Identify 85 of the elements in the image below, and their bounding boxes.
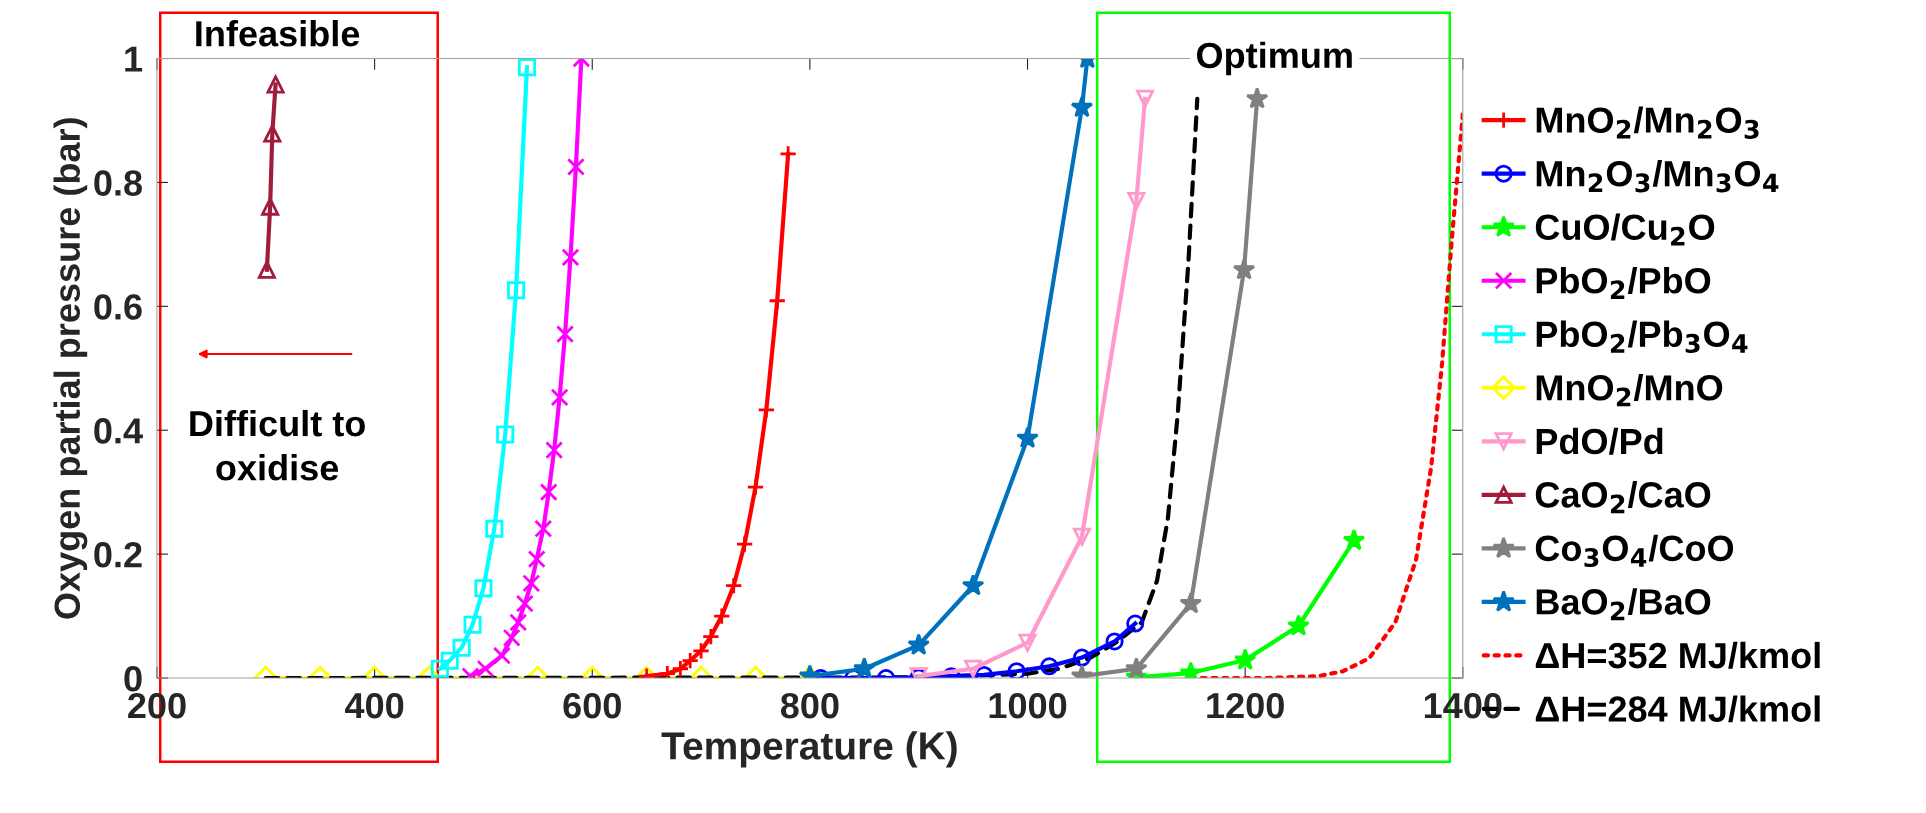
point <box>964 659 983 678</box>
y-tick-label: 0.6 <box>94 294 142 320</box>
point <box>476 659 495 678</box>
point <box>1179 591 1203 614</box>
point <box>907 633 930 656</box>
point <box>961 573 985 596</box>
point <box>1072 648 1091 667</box>
point <box>534 519 553 538</box>
point <box>539 483 558 502</box>
legend-label: ΔH=352 MJ/kmol <box>1535 641 1820 669</box>
point <box>1040 657 1059 676</box>
point <box>474 579 493 598</box>
x-tick-label: 800 <box>780 692 839 719</box>
point <box>1136 89 1155 108</box>
legend-label: PbO$_{2}$/PbO <box>1536 267 1711 300</box>
point <box>517 58 536 77</box>
point <box>853 656 876 679</box>
legend-label: PbO$_{2}$/Pb$_{3}$O$_{4}$ <box>1536 320 1748 353</box>
point <box>1245 87 1269 109</box>
x-tick-label: 600 <box>563 692 621 719</box>
point <box>485 519 504 538</box>
point <box>735 535 754 554</box>
point <box>492 646 511 665</box>
y-tick-label: 0.8 <box>94 170 142 196</box>
point <box>1126 614 1145 633</box>
point <box>701 627 720 646</box>
legend-label: Mn$_{2}$O$_{3}$/Mn$_{3}$O$_{4}$ <box>1536 159 1779 193</box>
point <box>515 594 534 613</box>
point <box>658 664 677 679</box>
text: Infeasible <box>196 20 360 47</box>
point <box>265 73 286 94</box>
point <box>496 425 515 444</box>
point <box>1232 257 1256 280</box>
legend-label: ΔH=284 MJ/kmol <box>1535 695 1820 723</box>
point <box>261 197 280 216</box>
legend-label: BaO$_{2}$/BaO <box>1536 588 1711 621</box>
point <box>522 574 541 593</box>
x-tick-label: 1000 <box>989 692 1067 719</box>
legend-label: PdO/Pd <box>1536 427 1663 455</box>
y-tick-label: 0 <box>124 665 142 692</box>
y-tick-label: 1 <box>125 46 143 72</box>
annotation: Optimum <box>1197 41 1352 76</box>
point <box>263 124 282 143</box>
point <box>779 144 798 163</box>
annotation: Difficult to oxidise <box>190 409 365 481</box>
point <box>545 441 564 460</box>
point <box>452 638 471 657</box>
point <box>502 628 521 647</box>
point <box>746 478 765 497</box>
point <box>463 615 482 634</box>
point <box>566 157 585 176</box>
legend-label: CaO$_{2}$/CaO <box>1535 481 1711 514</box>
y-axis-title: Oxygen partial pressure (bar) <box>53 118 88 619</box>
point <box>440 651 459 670</box>
point <box>1072 527 1091 546</box>
point <box>1016 426 1039 449</box>
point <box>1105 632 1124 651</box>
point <box>712 607 731 626</box>
legend-label: MnO$_{2}$/Mn$_{2}$O$_{3}$ <box>1536 106 1759 139</box>
x-axis-title: Temperature (K) <box>661 731 957 768</box>
point <box>257 260 276 279</box>
point <box>527 550 546 569</box>
point <box>724 576 743 595</box>
legend-label: Co$_{3}$O$_{4}$/CoO <box>1535 534 1734 568</box>
x-tick-label: 400 <box>345 692 404 719</box>
point <box>556 325 575 344</box>
point <box>1127 191 1146 211</box>
point <box>1342 528 1366 551</box>
point <box>1287 614 1310 636</box>
point <box>1018 633 1037 652</box>
point <box>430 659 449 678</box>
point <box>550 388 569 407</box>
y-tick-label: 0.4 <box>94 418 143 444</box>
point <box>561 248 580 267</box>
point <box>1070 95 1094 118</box>
point <box>757 400 776 419</box>
point <box>1233 648 1257 670</box>
legend-label: MnO$_{2}$/MnO <box>1536 374 1723 407</box>
y-tick-label: 0.2 <box>94 542 142 568</box>
point <box>1125 656 1148 679</box>
point <box>509 613 528 632</box>
x-tick-label: 1200 <box>1207 692 1284 719</box>
point <box>768 291 787 310</box>
point <box>507 281 526 300</box>
legend-label: CuO/Cu$_{2}$O <box>1535 213 1715 246</box>
